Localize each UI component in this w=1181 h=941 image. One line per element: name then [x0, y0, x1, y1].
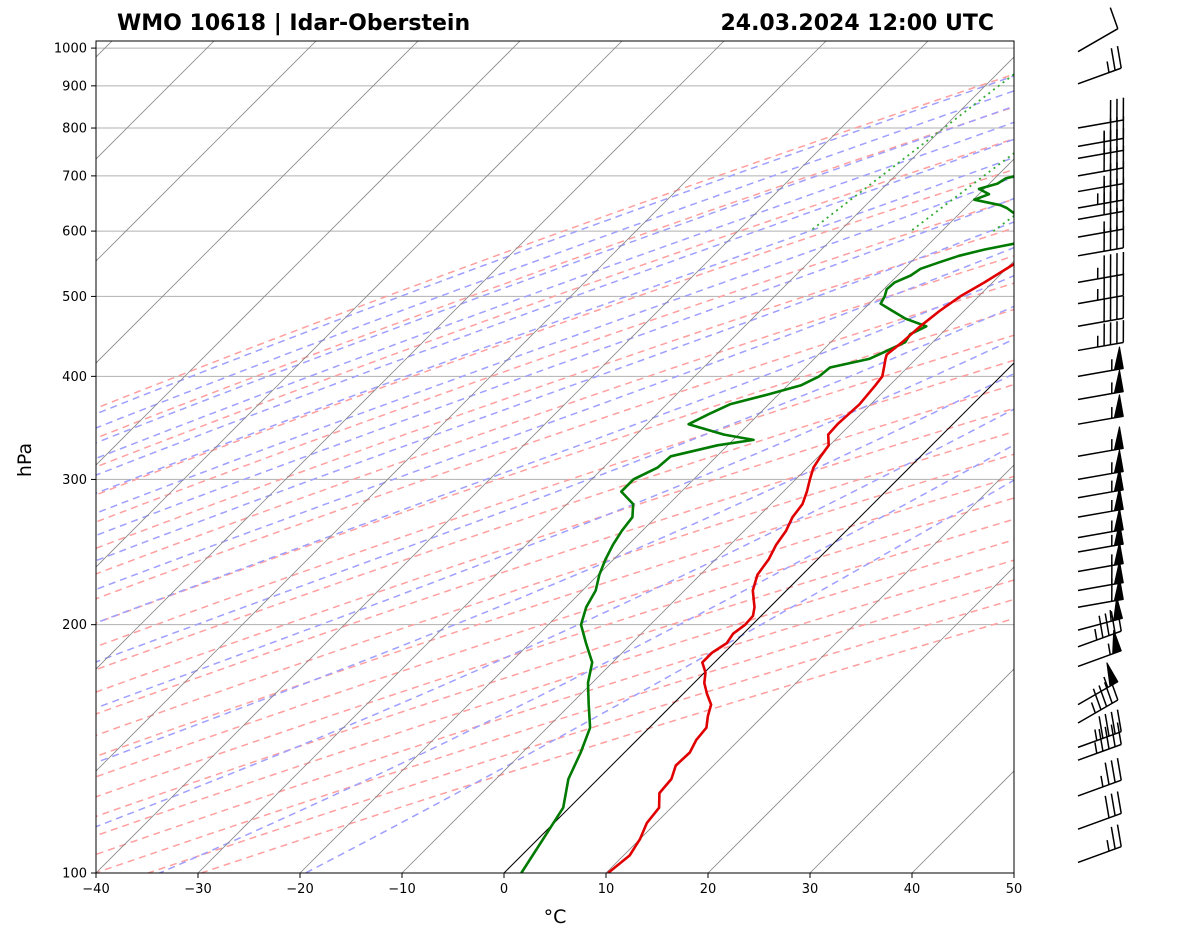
y-tick-label: 700: [62, 169, 87, 184]
isotherm-line: [96, 41, 419, 364]
x-tick-label: 30: [802, 882, 819, 897]
isotherm-line: [96, 41, 929, 873]
y-tick-label: 900: [62, 79, 87, 94]
y-tick-label: 200: [62, 618, 87, 633]
isotherm-line: [707, 566, 1014, 873]
dry-adiabat-line: [96, 282, 1014, 600]
x-tick-label: −40: [82, 882, 109, 897]
wind-barb: [1077, 709, 1122, 749]
isotherm-line: [197, 56, 1014, 873]
isotherms: [96, 41, 1014, 873]
chart-title-datetime: 24.03.2024 12:00 UTC: [720, 11, 994, 36]
moist-adiabat-line: [96, 197, 1014, 537]
dry-adiabat-line: [96, 308, 1014, 624]
x-tick-label: 10: [598, 882, 615, 897]
y-axis-ticks: 1000 900 800 700 600 500 400 300 200 100: [54, 42, 96, 882]
dry-adiabat-line: [96, 497, 1014, 798]
y-tick-label: 1000: [54, 42, 87, 57]
wind-barb: [1077, 577, 1124, 608]
temperature-profile: [607, 262, 1014, 873]
wind-barb: [1077, 426, 1124, 458]
moist-adiabat-line: [96, 372, 1014, 764]
dewpoint-profile: [520, 175, 1014, 873]
wind-barb: [1077, 541, 1124, 573]
wind-barb: [1077, 295, 1125, 328]
y-tick-label: 800: [62, 122, 87, 137]
dry-adiabat-line: [96, 475, 1014, 778]
wind-barb: [1077, 722, 1122, 761]
moist-adiabat-line: [159, 444, 1014, 873]
isotherm-line: [96, 41, 623, 568]
wind-barb: [1077, 369, 1124, 401]
wind-barb: [1077, 629, 1122, 668]
dry-adiabat-line: [96, 106, 1014, 439]
zero-isotherm-line: [503, 362, 1014, 873]
dry-adiabat-line: [96, 453, 1014, 758]
isotherm-line: [96, 41, 725, 670]
wind-barb: [1077, 7, 1119, 53]
wind-barb: [1077, 394, 1124, 425]
isotherm-line: [605, 464, 1014, 873]
y-axis-label: hPa: [14, 443, 36, 477]
moist-adiabat-line: [96, 246, 1014, 591]
moist-adiabat-line: [96, 305, 1014, 663]
y-tick-label: 300: [62, 473, 87, 488]
wind-barb: [1077, 252, 1125, 284]
isotherm-line: [299, 158, 1014, 873]
wind-barb: [1077, 320, 1125, 352]
x-tick-label: −20: [286, 882, 313, 897]
dry-adiabat-line: [96, 383, 1014, 693]
isotherm-line: [96, 41, 317, 262]
wind-barbs: [1077, 7, 1125, 864]
moist-adiabat-line: [96, 221, 1014, 562]
y-tick-label: 100: [62, 867, 87, 882]
dry-adiabat-line: [96, 198, 1014, 523]
x-axis-ticks: −40 −30 −20 −10 0 10 20 30 40 50: [82, 873, 1022, 897]
y-tick-label: 600: [62, 225, 87, 240]
moist-adiabat-line: [96, 121, 1014, 460]
wind-barb: [1077, 662, 1119, 706]
zero-isotherm: [503, 362, 1014, 873]
isotherm-line: [96, 41, 827, 772]
moist-adiabat-line: [96, 408, 1014, 828]
x-tick-label: 50: [1006, 882, 1023, 897]
y-tick-label: 500: [62, 290, 87, 305]
moist-adiabat-line: [96, 105, 1014, 444]
plot-frame: [95, 40, 1015, 874]
dry-adiabat-line: [96, 359, 1014, 671]
wind-barb: [1077, 225, 1125, 257]
x-tick-label: −10: [388, 882, 415, 897]
x-tick-label: −30: [184, 882, 211, 897]
wind-barb: [1077, 346, 1124, 378]
wind-barb: [1077, 273, 1125, 305]
wind-barb: [1077, 824, 1122, 864]
chart-title-station: WMO 10618 | Idar-Oberstein: [117, 11, 470, 36]
dry-adiabat-line: [96, 73, 1014, 410]
isotherm-line: [809, 668, 1014, 873]
wind-barb: [1077, 678, 1119, 724]
moist-adiabat-line: [96, 274, 1014, 624]
wind-barb: [1077, 45, 1122, 85]
wind-barb: [1077, 791, 1122, 830]
dry-adiabat-line: [96, 227, 1014, 550]
x-tick-label: 40: [904, 882, 921, 897]
sounding-profiles: [520, 175, 1014, 873]
y-tick-label: 400: [62, 370, 87, 385]
wind-barb: [1077, 758, 1122, 797]
x-tick-label: 20: [700, 882, 717, 897]
moist-adiabat-line: [96, 156, 1014, 495]
x-tick-label: 0: [500, 882, 508, 897]
isotherm-line: [401, 260, 1014, 873]
moist-adiabat-line: [96, 138, 1014, 476]
isotherm-line: [96, 41, 521, 466]
x-axis-label: °C: [544, 906, 567, 928]
